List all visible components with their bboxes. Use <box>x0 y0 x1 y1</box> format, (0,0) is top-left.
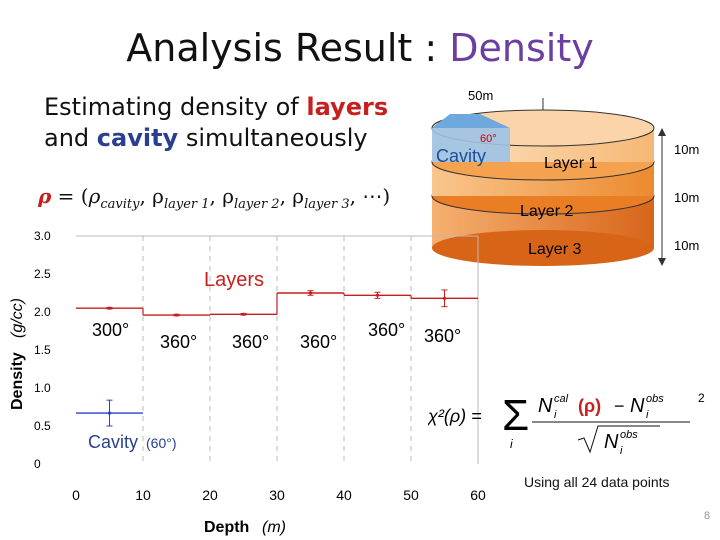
sum-symbol: Σ <box>502 391 529 440</box>
cavity-label: Cavity <box>88 432 138 452</box>
arrow-bottom <box>658 258 666 266</box>
formula-equals: = ( <box>51 184 89 208</box>
dimension-top: 50m <box>468 88 493 103</box>
angle-label: 300° <box>92 320 129 340</box>
angle-label: 360° <box>424 326 461 346</box>
sum-index: i <box>510 437 513 451</box>
layer-3-bottom <box>432 230 654 266</box>
n-obs-sub: i <box>646 409 649 421</box>
sqrt-sign <box>577 425 660 454</box>
x-tick-label: 30 <box>269 487 285 503</box>
rho-cavity: ρ <box>88 184 101 208</box>
power-2: 2 <box>698 391 705 405</box>
height-3: 10m <box>674 238 699 253</box>
layers-label: Layers <box>204 269 264 291</box>
cavity-label: Cavity <box>436 146 486 166</box>
angle-label: 360° <box>300 332 337 352</box>
y-axis-unit: (g/cc) <box>9 298 26 338</box>
layer-3-label: Layer 3 <box>528 241 581 258</box>
subtitle-text: simultaneously <box>178 124 368 152</box>
rho-symbol: ρ <box>38 184 52 208</box>
cavity-top <box>432 114 510 128</box>
minus: − <box>614 396 625 416</box>
x-tick-label: 0 <box>72 487 80 503</box>
sub-cavity: cavity <box>100 197 140 212</box>
cavity-body <box>432 128 510 162</box>
formula-ellipsis: , ⋯) <box>349 184 391 208</box>
chi2-lhs: χ²(ρ) = <box>428 406 482 426</box>
page-number: 8 <box>704 510 711 522</box>
subtitle-layers: layers <box>306 93 389 121</box>
y-tick-label: 0.5 <box>34 419 51 433</box>
layer-1-label: Layer 1 <box>544 155 597 172</box>
x-tick-label: 10 <box>135 487 151 503</box>
sqrt-sup: obs <box>620 429 638 441</box>
subtitle-text: Estimating density of <box>44 93 307 121</box>
data-point <box>442 296 447 300</box>
page-title: Analysis Result : Density <box>0 26 720 70</box>
data-point <box>241 312 246 316</box>
subtitle-cavity: cavity <box>96 124 179 152</box>
y-tick-label: 1.5 <box>34 343 51 357</box>
layer-2-label: Layer 2 <box>520 203 573 220</box>
y-tick-label: 3.0 <box>34 229 51 243</box>
data-point <box>174 313 179 317</box>
sub-layer-1: layer 1 <box>163 197 210 212</box>
x-axis-unit: (m) <box>262 519 286 536</box>
angle-label: 360° <box>368 320 405 340</box>
sub-layer-3: layer 3 <box>304 197 350 212</box>
n-obs: N <box>630 395 645 417</box>
footnote: Using all 24 data points <box>524 474 670 490</box>
n-cal-sup: cal <box>554 393 569 405</box>
n-obs-sup: obs <box>646 393 664 405</box>
height-2: 10m <box>674 190 699 205</box>
data-point <box>308 291 313 295</box>
cavity-angle: 60° <box>480 133 497 145</box>
subtitle-text: and <box>44 124 97 152</box>
cavity-angle: (60°) <box>146 435 177 451</box>
title-part-1: Analysis Result : <box>126 26 438 70</box>
arrow-top <box>658 128 666 136</box>
data-point <box>375 293 380 297</box>
x-tick-label: 50 <box>403 487 419 503</box>
data-point <box>107 411 112 415</box>
n-cal-sub: i <box>554 409 557 421</box>
y-tick-label: 0 <box>34 457 41 471</box>
density-chart: 0 10 20 30 40 50 60 0 0.5 1.0 1.5 2.0 2.5 3.0 Layers 30… <box>9 229 486 536</box>
title-part-2: Density <box>449 26 594 70</box>
x-tick-label: 20 <box>202 487 218 503</box>
n-cal: N <box>538 395 553 417</box>
chi-square-formula: χ²(ρ) = Σ i N cal i (ρ) − N obs i 2 N ob… <box>428 391 705 457</box>
rho-arg: (ρ) <box>578 396 601 416</box>
rho-layer-1: , ρ <box>139 184 164 208</box>
cylinder-diagram: 50m 60° Cavity Layer 1 Layer 2 Layer 3 1… <box>431 88 699 266</box>
x-tick-label: 40 <box>336 487 352 503</box>
angle-label: 360° <box>232 332 269 352</box>
data-point <box>107 306 112 310</box>
rho-layer-3: , ρ <box>279 184 305 208</box>
y-axis-label: Density <box>9 352 26 410</box>
sqrt-sub: i <box>620 445 623 457</box>
x-axis-label: Depth <box>204 519 249 536</box>
height-1: 10m <box>674 142 699 157</box>
y-tick-label: 2.0 <box>34 305 51 319</box>
y-tick-label: 1.0 <box>34 381 51 395</box>
rho-layer-2: , ρ <box>209 184 235 208</box>
rho-vector-formula: ρ = (ρcavity, ρlayer 1, ρlayer 2, ρlayer… <box>38 184 390 212</box>
x-tick-label: 60 <box>470 487 486 503</box>
subtitle: Estimating density of layers and cavity … <box>44 92 388 154</box>
y-tick-label: 2.5 <box>34 267 51 281</box>
sub-layer-2: layer 2 <box>234 197 280 212</box>
angle-label: 360° <box>160 332 197 352</box>
sqrt-n: N <box>604 431 619 453</box>
